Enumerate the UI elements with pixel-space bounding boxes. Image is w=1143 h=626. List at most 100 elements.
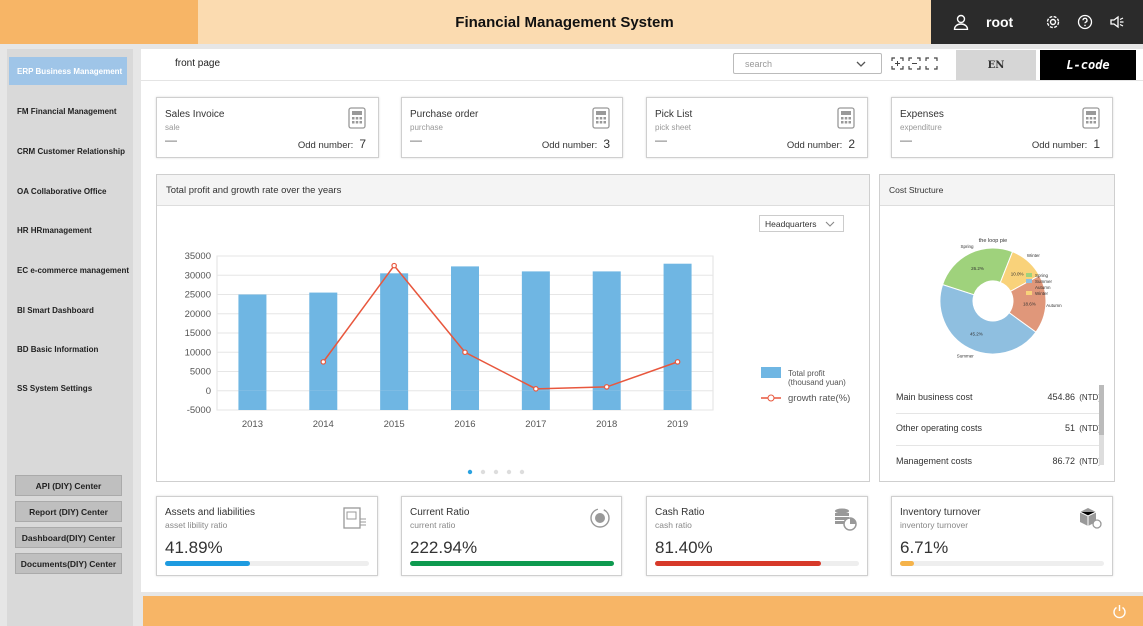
kpi-card-current-ratio[interactable]: Current Ratio current ratio 222.94% <box>401 496 622 576</box>
cost-unit: (NTD) <box>1079 457 1101 466</box>
summary-card-pick-list[interactable]: Pick List pick sheet — Odd number: 2 <box>646 97 868 158</box>
sidebar-item-crm[interactable]: CRM Customer Relationship <box>17 146 126 156</box>
sidebar-item-ec[interactable]: EC e-commerce management <box>17 265 130 275</box>
speaker-icon[interactable] <box>1109 14 1125 30</box>
breadcrumb[interactable]: front page <box>175 58 221 69</box>
y-tick-label: 15000 <box>185 328 211 339</box>
odd-number: Odd number: 2 <box>787 137 855 151</box>
header-left-strip <box>0 0 198 44</box>
legend-bar-label: Total profit <box>788 369 826 378</box>
summary-card-sales-invoice[interactable]: Sales Invoice sale — Odd number: 7 <box>156 97 379 158</box>
dashboard-diy-center-button[interactable]: Dashboard(DIY) Center <box>15 527 122 548</box>
x-tick-label: 2013 <box>242 419 263 430</box>
search-placeholder: search <box>745 58 773 69</box>
sidebar-item-erp[interactable]: ERP Business Management <box>9 57 127 85</box>
sidebar-item-oa[interactable]: OA Collaborative Office <box>17 186 107 196</box>
api-diy-center-button[interactable]: API (DIY) Center <box>15 475 122 496</box>
kpi-subtitle: inventory turnover <box>900 520 969 530</box>
pager-dot <box>493 469 499 475</box>
user-menu[interactable]: root <box>953 14 1013 30</box>
profit-chart: 35000 30000 25000 20000 15000 10000 5000 0 -5000… <box>185 251 850 475</box>
odd-number: Odd number: 3 <box>542 137 610 151</box>
sidebar-item-bd[interactable]: BD Basic Information <box>17 344 99 354</box>
report-diy-center-button[interactable]: Report (DIY) Center <box>15 501 122 522</box>
sidebar-item-hr[interactable]: HR HRmanagement <box>17 225 92 235</box>
kpi-card-cash-ratio[interactable]: Cash Ratio cash ratio 81.40% <box>646 496 868 576</box>
header-toolbar: root <box>931 0 1143 44</box>
kpi-value: 81.40% <box>655 538 713 557</box>
cost-row-management: Management costs 86.72 (NTD) <box>896 456 1101 466</box>
slice-name-label: Winter <box>1027 253 1041 258</box>
kpi-value: 41.89% <box>165 538 223 557</box>
legend-line-label: growth rate(%) <box>788 393 850 404</box>
slice-percent-label: 18.6% <box>1023 301 1036 306</box>
legend-bar-label-unit: (thousand yuan) <box>788 378 846 387</box>
documents-diy-center-button[interactable]: Documents(DIY) Center <box>15 553 122 574</box>
gear-icon[interactable] <box>1045 14 1061 30</box>
card-title: Purchase order <box>410 109 479 120</box>
growth-point <box>391 262 397 269</box>
cost-row-other-operating: Other operating costs 51 (NTD) <box>896 423 1101 433</box>
headquarters-dropdown[interactable]: Headquarters <box>759 215 844 232</box>
kpi-title: Cash Ratio <box>655 507 705 518</box>
cost-unit: (NTD) <box>1079 393 1101 402</box>
expand-icon[interactable] <box>925 57 938 70</box>
pager-dot <box>480 469 486 475</box>
summary-card-expenses[interactable]: Expenses expenditure — Odd number: 1 <box>891 97 1113 158</box>
fullscreen-icon[interactable] <box>891 57 904 70</box>
coins-chart-icon <box>835 508 857 531</box>
odd-number-value: 2 <box>848 137 855 151</box>
growth-point <box>320 359 327 365</box>
x-tick-label: 2015 <box>384 419 405 430</box>
language-button[interactable]: EN <box>956 50 1036 80</box>
odd-number-label: Odd number: <box>1031 140 1088 151</box>
x-tick-label: 2017 <box>525 419 546 430</box>
y-tick-label: 25000 <box>185 290 211 301</box>
x-tick-label: 2016 <box>454 419 475 430</box>
pie-title: the loop pie <box>979 238 1007 244</box>
card-subtitle: expenditure <box>900 123 942 132</box>
kpi-progress-fill <box>410 561 614 566</box>
y-tick-label: 30000 <box>185 270 211 281</box>
sidebar-item-fm[interactable]: FM Financial Management <box>17 106 117 116</box>
card-title: Expenses <box>900 109 944 120</box>
kpi-value: 6.71% <box>900 538 949 557</box>
kpi-progress-bar <box>410 561 614 566</box>
calculator-icon <box>592 107 610 129</box>
cost-unit: (NTD) <box>1079 424 1101 433</box>
odd-number-value: 1 <box>1093 137 1100 151</box>
sidebar-item-bi[interactable]: BI Smart Dashboard <box>17 305 94 315</box>
sidebar: ERP Business Management FM Financial Man… <box>7 49 133 626</box>
kpi-title: Inventory turnover <box>900 507 981 518</box>
exit-fullscreen-icon[interactable] <box>908 57 921 70</box>
sidebar-item-ss[interactable]: SS System Settings <box>17 383 93 393</box>
divider <box>896 445 1101 446</box>
slice-percent-label: 45.2% <box>970 332 983 337</box>
kpi-progress-bar <box>900 561 1104 566</box>
odd-number-label: Odd number: <box>541 140 598 151</box>
power-icon[interactable] <box>1112 604 1127 619</box>
card-dash: — <box>900 133 912 147</box>
y-tick-label: 10000 <box>185 347 211 358</box>
search-input[interactable]: search <box>733 53 882 74</box>
profit-bar <box>451 266 479 391</box>
app-title: Financial Management System <box>198 0 931 44</box>
slice-name-label: Autumn <box>1046 303 1062 308</box>
odd-number-label: Odd number: <box>786 140 843 151</box>
pie-legend-label: Autumn <box>1035 285 1051 290</box>
cost-label: Main business cost <box>896 392 973 402</box>
profit-bar <box>380 273 409 391</box>
pager-dot <box>519 469 525 475</box>
growth-point <box>462 349 468 356</box>
profit-bar <box>521 271 550 391</box>
kpi-card-inventory-turnover[interactable]: Inventory turnover inventory turnover 6.… <box>891 496 1113 576</box>
y-tick-label: -5000 <box>187 405 211 416</box>
kpi-subtitle: cash ratio <box>655 520 692 530</box>
help-icon[interactable] <box>1077 14 1093 30</box>
slice-name-label: Spring <box>961 244 975 249</box>
scrollbar[interactable] <box>1099 385 1104 465</box>
summary-card-purchase-order[interactable]: Purchase order purchase — Odd number: 3 <box>401 97 623 158</box>
cost-label: Management costs <box>896 456 973 466</box>
kpi-card-assets-liabilities[interactable]: Assets and liabilities asset libility ra… <box>156 496 378 576</box>
x-tick-label: 2019 <box>667 419 688 430</box>
